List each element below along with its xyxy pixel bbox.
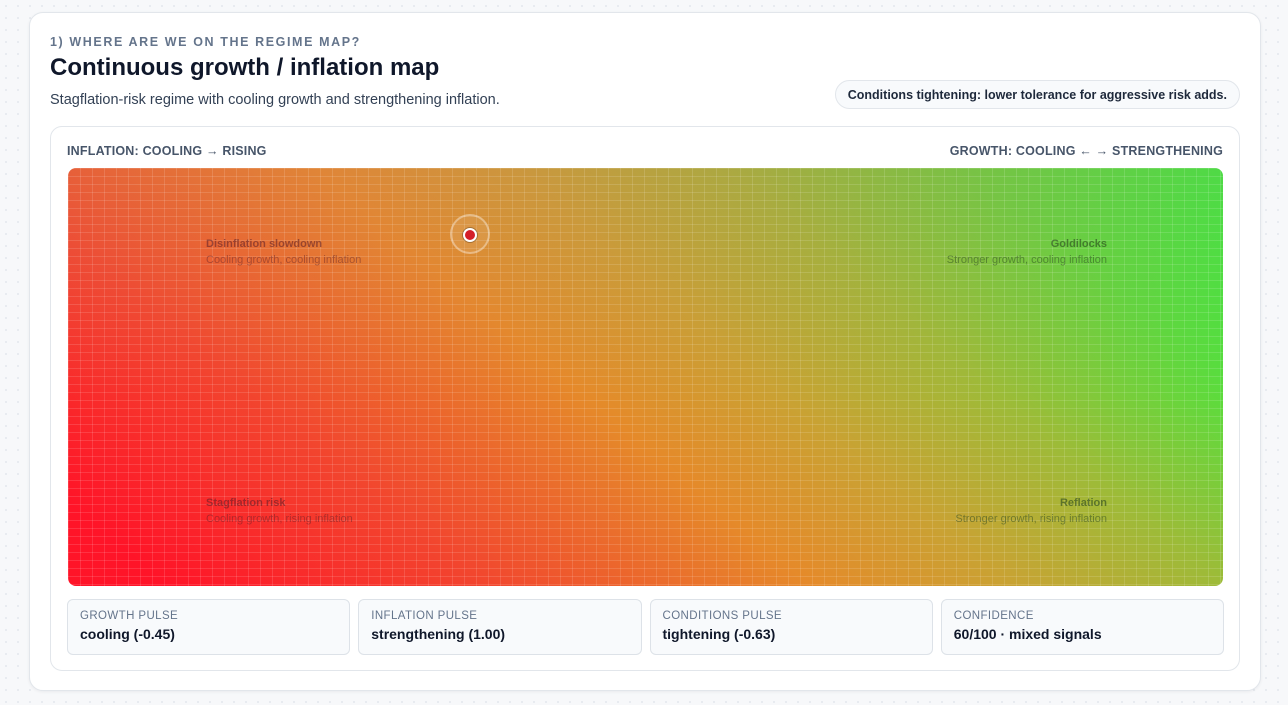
heatmap-gradient [68,168,1223,586]
stat-label: GROWTH PULSE [80,610,179,622]
quadrant-title: Stagflation risk [206,497,286,509]
page-title: Continuous growth / inflation map [50,54,440,81]
quadrant-title: Disinflation slowdown [206,238,323,250]
quadrant-disinflation-slowdown: Disinflation slowdown Cooling growth, co… [206,236,361,268]
heatmap-grid [68,168,1223,586]
map-panel: INFLATION: COOLING → RISING GROWTH: COOL… [50,126,1240,671]
marker-ring [450,214,490,254]
section-eyebrow: 1) WHERE ARE WE ON THE REGIME MAP? [50,35,361,49]
stat-label: INFLATION PULSE [371,610,478,622]
quadrant-description: Stronger growth, rising inflation [955,513,1107,525]
quadrant-description: Cooling growth, cooling inflation [206,254,362,266]
stat-label: CONDITIONS PULSE [662,610,783,622]
heatmap-shading [68,168,1223,586]
growth-axis-label: GROWTH: COOLING ← → STRENGTHENING [949,144,1223,158]
quadrant-reflation: Reflation Stronger growth, rising inflat… [955,495,1107,527]
regime-heatmap[interactable]: Disinflation slowdown Cooling growth, co… [68,168,1223,586]
stat-value: cooling (-0.45) [80,626,175,642]
stat-confidence: CONFIDENCE 60/100 · mixed signals [940,599,1224,655]
regime-map-card: 1) WHERE ARE WE ON THE REGIME MAP? Conti… [29,12,1261,691]
quadrant-title: Reflation [1059,497,1107,509]
stat-value: strengthening (1.00) [371,626,506,642]
position-marker-icon[interactable] [450,214,490,254]
stat-label: CONFIDENCE [953,610,1034,622]
stat-growth-pulse: GROWTH PULSE cooling (-0.45) [67,599,351,655]
stat-conditions-pulse: CONDITIONS PULSE tightening (-0.63) [649,599,933,655]
stat-value: tightening (-0.63) [662,626,776,642]
quadrant-description: Cooling growth, rising inflation [206,513,353,525]
pulse-stats-row: GROWTH PULSE cooling (-0.45) INFLATION P… [67,599,1224,655]
quadrant-description: Stronger growth, cooling inflation [946,254,1107,266]
quadrant-title: Goldilocks [1050,238,1107,250]
regime-subtitle: Stagflation-risk regime with cooling gro… [50,92,500,108]
inflation-axis-label: INFLATION: COOLING → RISING [67,144,267,158]
quadrant-stagflation-risk: Stagflation risk Cooling growth, rising … [206,495,353,527]
stat-value: 60/100 · mixed signals [953,626,1102,642]
quadrant-goldilocks: Goldilocks Stronger growth, cooling infl… [947,236,1107,268]
stat-inflation-pulse: INFLATION PULSE strengthening (1.00) [358,599,642,655]
conditions-badge: Conditions tightening: lower tolerance f… [834,80,1240,109]
marker-dot [463,228,477,242]
